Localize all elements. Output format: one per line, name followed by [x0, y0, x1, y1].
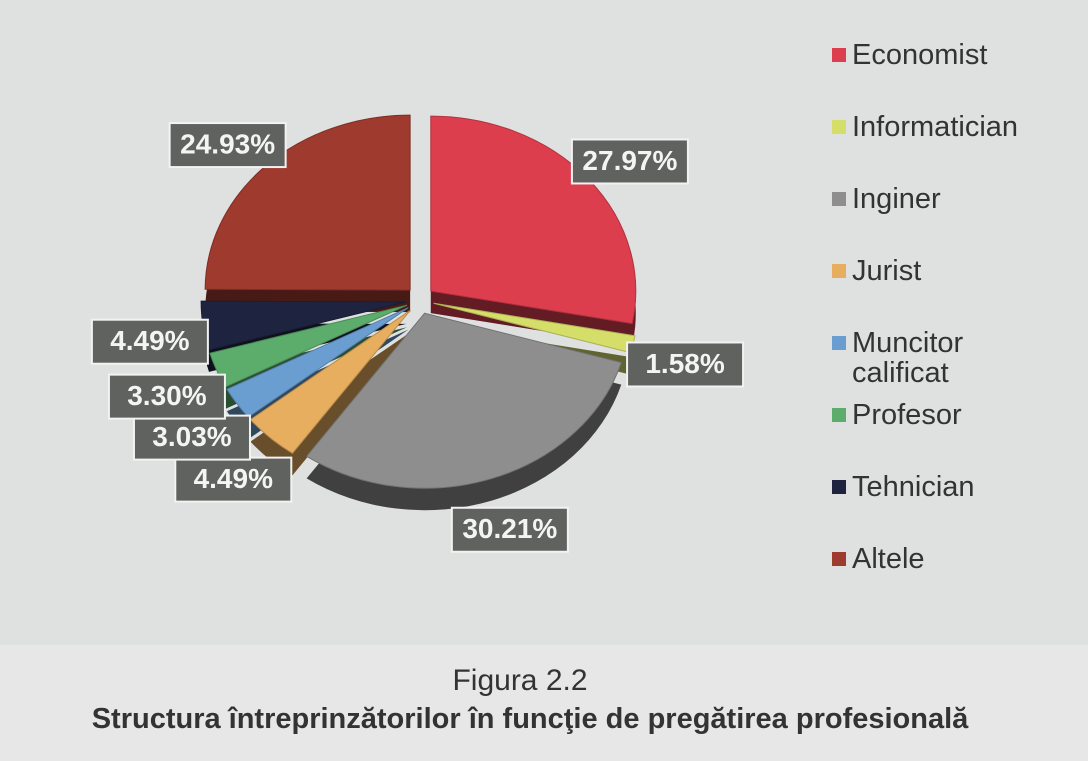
- legend-item: Economist: [832, 40, 1082, 112]
- legend-item: Inginer: [832, 184, 1082, 256]
- legend-swatch: [832, 120, 846, 134]
- data-label-text: 27.97%: [582, 145, 677, 176]
- legend-swatch: [832, 192, 846, 206]
- data-label: 3.03%: [132, 414, 251, 461]
- label-box: [132, 414, 251, 461]
- slice: [305, 312, 622, 489]
- data-label-text: 3.30%: [127, 380, 206, 411]
- data-label: 27.97%: [570, 138, 689, 185]
- legend: Economist Informatician Inginer Jurist Munci…: [832, 40, 1082, 616]
- legend-swatch: [832, 552, 846, 566]
- label-box: [450, 506, 569, 553]
- legend-swatch: [832, 336, 846, 350]
- label-box: [570, 138, 689, 185]
- legend-item: Altele: [832, 544, 1082, 616]
- legend-item: Tehnician: [832, 472, 1082, 544]
- label-box: [626, 341, 745, 388]
- legend-swatch: [832, 264, 846, 278]
- data-label-text: 1.58%: [645, 348, 724, 379]
- data-label: 1.58%: [626, 341, 745, 388]
- data-label: 3.30%: [107, 373, 226, 420]
- legend-label: Informatician: [852, 111, 1019, 143]
- data-label-text: 24.93%: [180, 128, 275, 159]
- data-label-text: 3.03%: [152, 421, 231, 452]
- legend-item: Informatician: [832, 112, 1082, 184]
- data-label: 24.93%: [168, 122, 287, 169]
- data-label: 4.49%: [174, 456, 293, 503]
- legend-swatch: [832, 408, 846, 422]
- label-box: [107, 373, 226, 420]
- legend-swatch: [832, 48, 846, 62]
- legend-item: Profesor: [832, 400, 1082, 472]
- data-label-text: 4.49%: [110, 325, 189, 356]
- legend-label: Inginer: [852, 183, 941, 215]
- legend-label: Muncitor calificat: [852, 327, 964, 389]
- label-box: [90, 318, 209, 365]
- data-label-text: 30.21%: [462, 513, 557, 544]
- label-box: [168, 122, 287, 169]
- legend-label: Economist: [852, 39, 988, 71]
- legend-label: Profesor: [852, 399, 962, 431]
- legend-label: Altele: [852, 543, 925, 575]
- caption: Figura 2.2: [452, 664, 587, 697]
- label-box: [174, 456, 293, 503]
- legend-item: Jurist: [832, 256, 1082, 328]
- data-label-text: 4.49%: [194, 463, 273, 494]
- legend-label: Jurist: [852, 255, 922, 287]
- data-label: 30.21%: [450, 506, 569, 553]
- legend-swatch: [832, 480, 846, 494]
- data-label: 4.49%: [90, 318, 209, 365]
- legend-item: Muncitor calificat: [832, 328, 1082, 400]
- legend-label: Tehnician: [852, 471, 975, 503]
- chart-title: Structura întreprinzătorilor în funcţie …: [92, 703, 969, 735]
